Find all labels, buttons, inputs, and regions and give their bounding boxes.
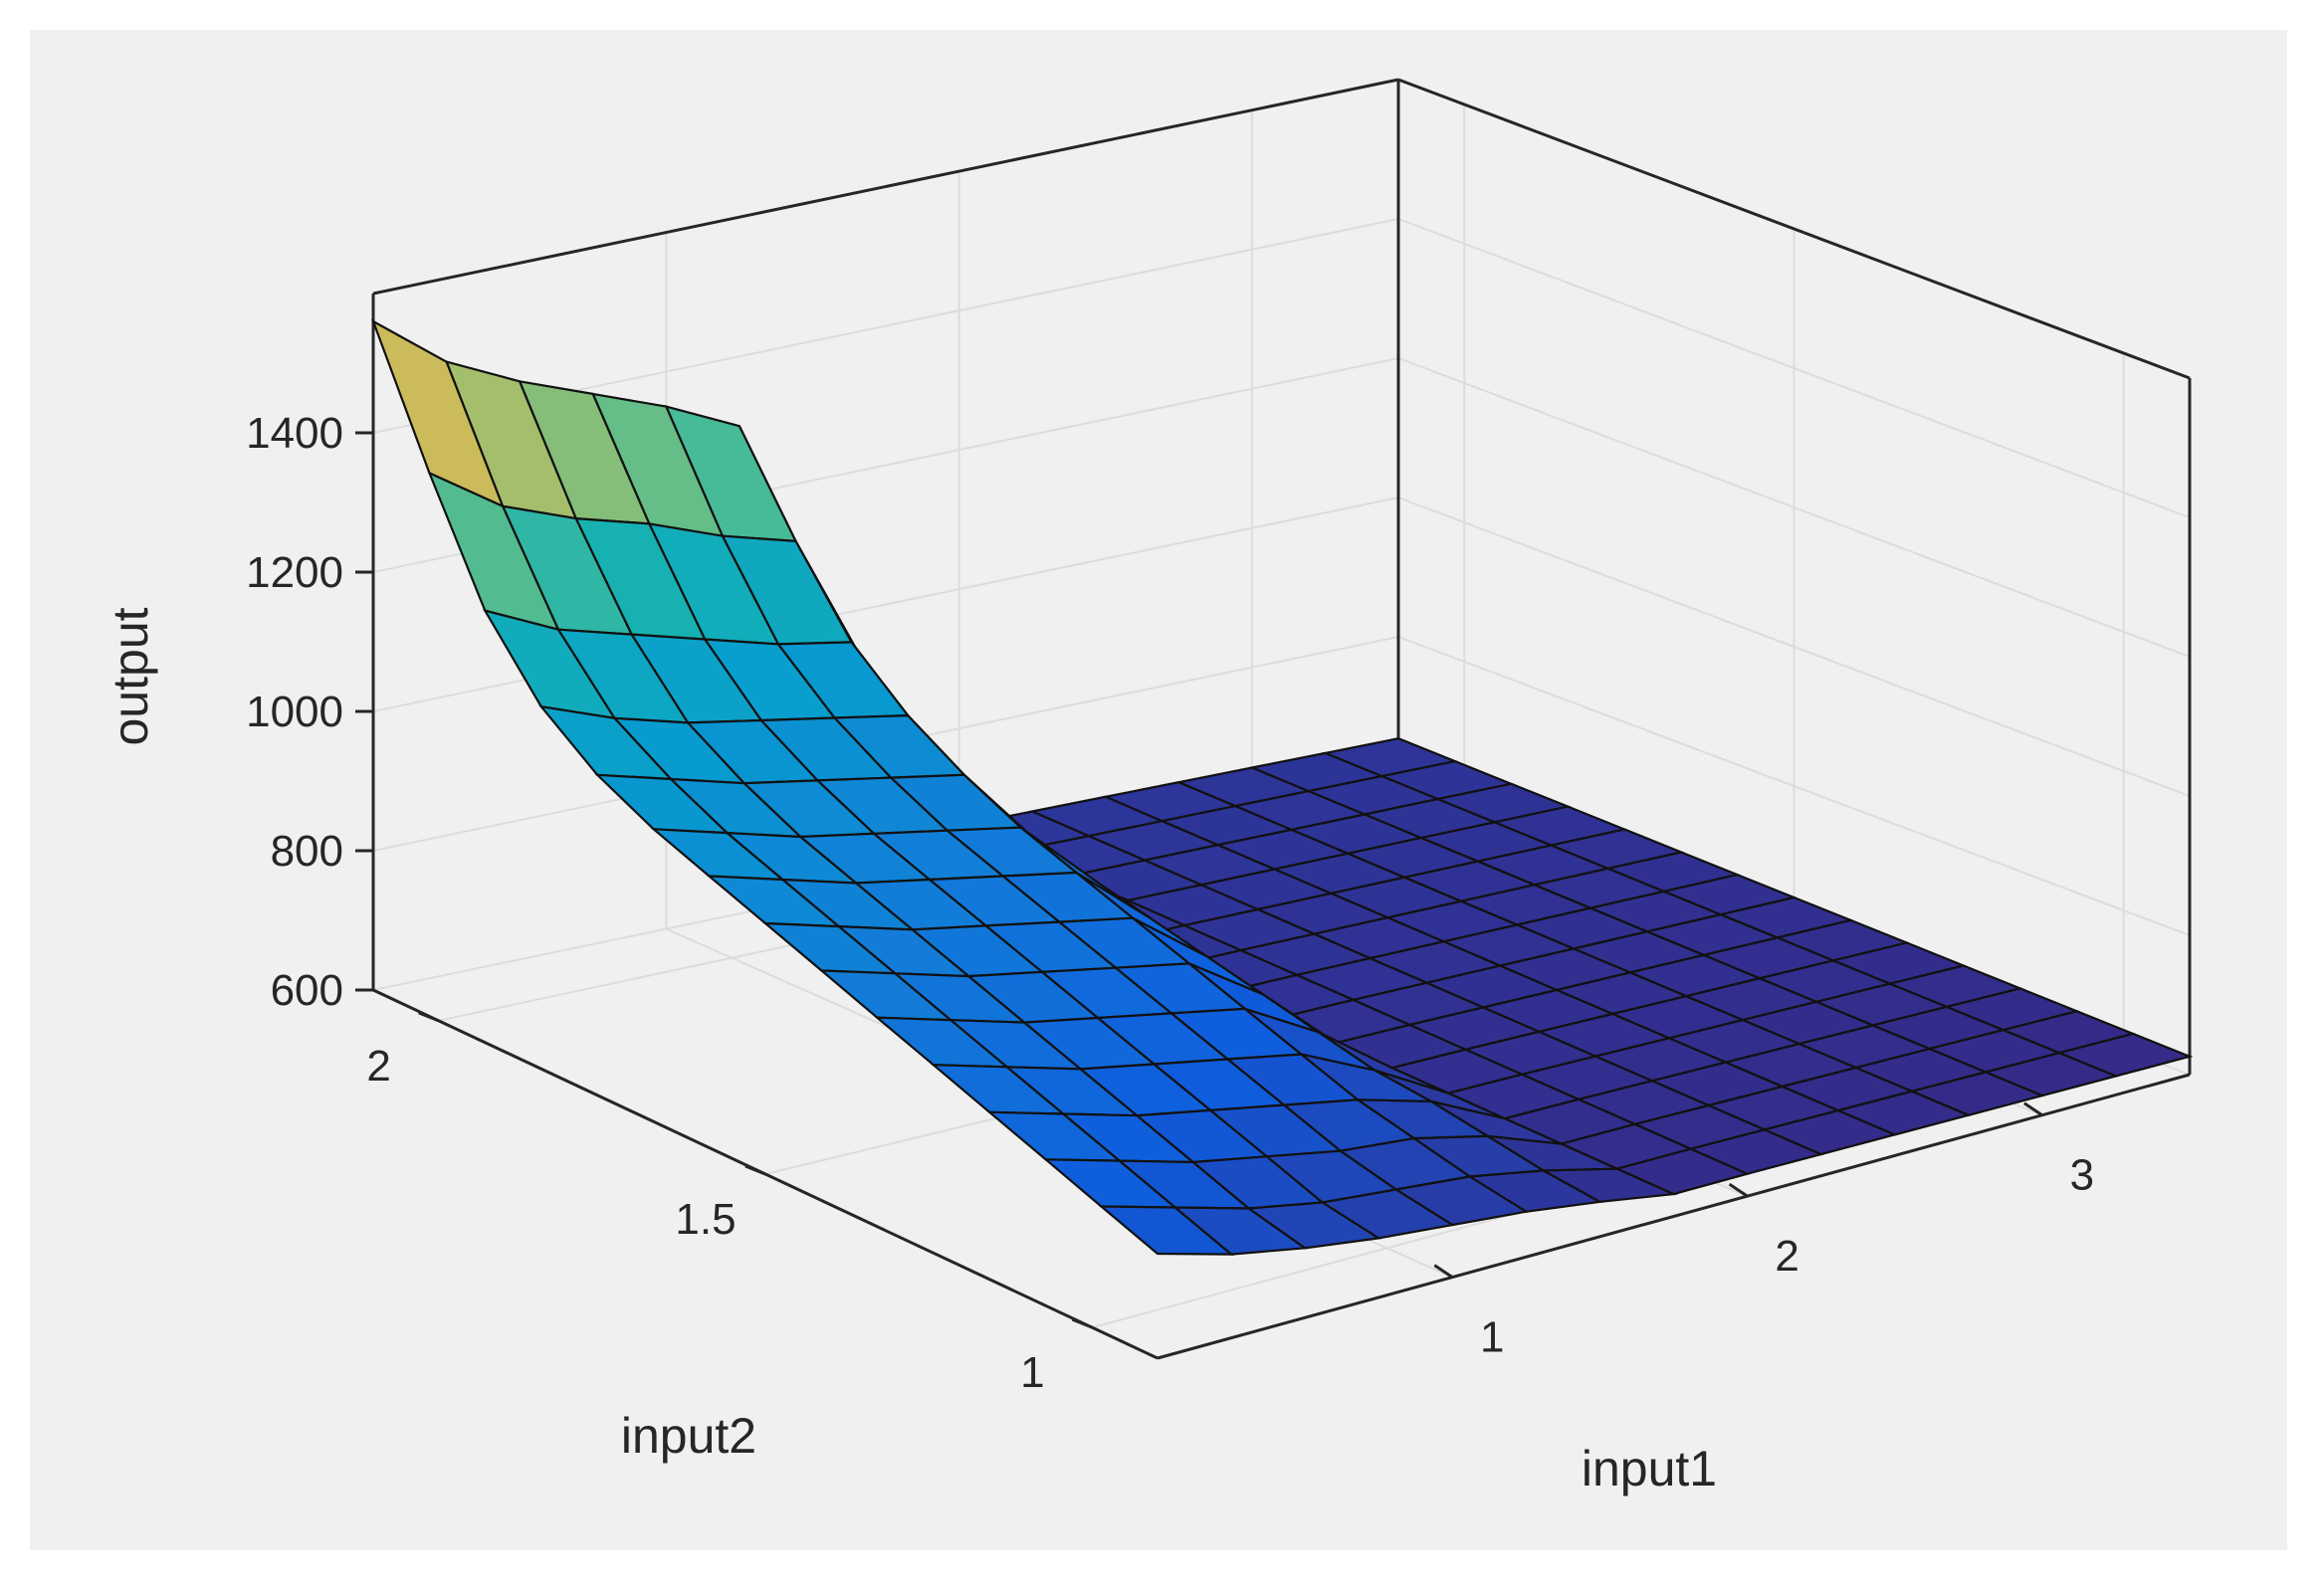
tick-mark <box>1728 1182 1749 1198</box>
tick-labels: 600 800 1000 1200 1400 1 1.5 2 1 2 3 <box>246 409 2094 1397</box>
surface-patch <box>1098 1205 1235 1256</box>
surface-plot: 600 800 1000 1200 1400 1 1.5 2 1 2 3 output input2… <box>103 78 2194 1496</box>
box-edge <box>372 78 1399 296</box>
tick-mark <box>1433 1264 1454 1279</box>
tick-mark <box>1071 1317 1093 1329</box>
tick-marks <box>355 431 2043 1329</box>
z-tick-label: 1200 <box>246 548 343 597</box>
box-edge <box>1397 78 2191 380</box>
x-tick-label: 1 <box>1480 1313 1504 1362</box>
figure-background: 600 800 1000 1200 1400 1 1.5 2 1 2 3 output input2… <box>30 30 2287 1550</box>
tick-mark <box>2023 1101 2043 1116</box>
surface-mesh <box>370 318 2194 1256</box>
z-tick-label: 800 <box>271 827 343 876</box>
y-tick-label: 1.5 <box>675 1195 736 1244</box>
z-tick-label: 1400 <box>246 409 343 458</box>
y-axis-title: input2 <box>621 1408 756 1464</box>
z-axis-title: output <box>103 607 158 745</box>
box-edge <box>1157 1073 2191 1360</box>
z-tick-label: 1000 <box>246 688 343 736</box>
x-tick-label: 2 <box>1775 1232 1798 1281</box>
z-tick-label: 600 <box>271 966 343 1015</box>
y-tick-label: 1 <box>1020 1348 1044 1397</box>
tick-mark <box>418 1011 440 1023</box>
x-tick-label: 3 <box>2070 1151 2094 1200</box>
y-tick-label: 2 <box>366 1042 390 1091</box>
tick-mark <box>744 1164 766 1176</box>
x-axis-title: input1 <box>1582 1441 1717 1496</box>
